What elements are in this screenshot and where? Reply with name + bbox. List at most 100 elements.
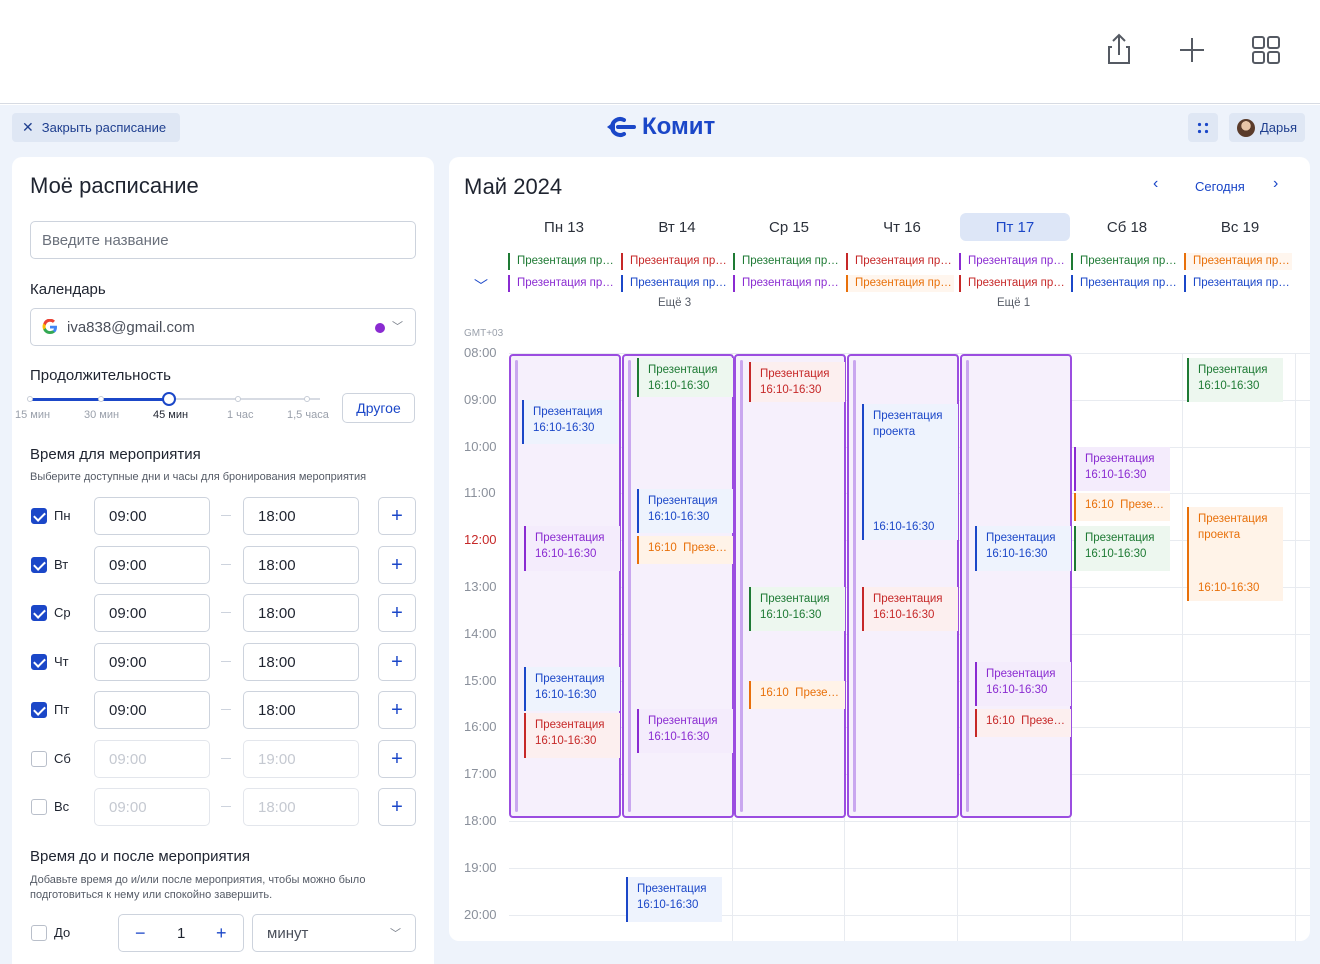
calendar-event[interactable]: Презентация 16:10-16:30: [1187, 357, 1283, 403]
time-to-input[interactable]: 18:00: [243, 691, 359, 729]
time-from-input[interactable]: 09:00: [94, 643, 210, 681]
day-checkbox[interactable]: [31, 654, 47, 670]
add-interval-button[interactable]: +: [378, 788, 416, 826]
day-header[interactable]: Сб 18: [1106, 218, 1148, 236]
time-to-input[interactable]: 18:00: [243, 594, 359, 632]
allday-event[interactable]: Презентация проекта: [508, 275, 616, 292]
calendar-event[interactable]: 16:10 Презентация: [749, 680, 845, 709]
calendar-event[interactable]: Презентация проекта 16:10-16:30: [862, 404, 958, 541]
name-input[interactable]: Введите название: [30, 221, 416, 259]
calendar-event[interactable]: Презентация 16:10-16:30: [524, 526, 620, 571]
calendar-event[interactable]: 16:10 Презентация: [975, 708, 1071, 737]
duration-tick[interactable]: [98, 396, 104, 402]
duration-option-selected[interactable]: 45 мин: [153, 409, 189, 421]
calendar-event[interactable]: Презентация 16:10-16:30: [626, 877, 722, 922]
allday-event[interactable]: Презентация проекта: [508, 253, 616, 270]
day-header[interactable]: Пн 13: [544, 218, 584, 236]
calendar-event[interactable]: 16:10 Презентация: [637, 535, 733, 564]
day-checkbox[interactable]: [31, 751, 47, 767]
day-checkbox[interactable]: [31, 508, 47, 524]
day-header[interactable]: Пт 17: [960, 213, 1070, 241]
time-from-input[interactable]: 09:00: [94, 497, 210, 535]
allday-event[interactable]: Презентация проекта: [1184, 275, 1292, 292]
time-from-input[interactable]: 09:00: [94, 691, 210, 729]
time-to-input[interactable]: 18:00: [243, 546, 359, 584]
grid-icon[interactable]: [1246, 30, 1286, 70]
calendar-event[interactable]: Презентация 16:10-16:30: [975, 526, 1071, 571]
duration-option[interactable]: 15 мин: [15, 409, 51, 421]
calendar-select[interactable]: iva838@gmail.com ﹀: [30, 308, 416, 346]
time-from-input[interactable]: 09:00: [94, 546, 210, 584]
calendar-event[interactable]: 16:10 Презентация: [1074, 493, 1170, 522]
minus-icon[interactable]: −: [135, 922, 146, 943]
more-events-link[interactable]: Ещё 3: [658, 297, 692, 309]
duration-tick[interactable]: [304, 396, 310, 402]
time-from-input[interactable]: 09:00: [94, 740, 210, 778]
day-checkbox[interactable]: [31, 605, 47, 621]
before-stepper[interactable]: − 1 +: [118, 914, 244, 952]
calendar-event[interactable]: Презентация 16:10-16:30: [524, 713, 620, 758]
apps-button[interactable]: [1188, 113, 1218, 142]
allday-event[interactable]: Презентация проекта: [733, 253, 841, 270]
calendar-event[interactable]: Презентация 16:10-16:30: [975, 661, 1071, 707]
calendar-event[interactable]: Презентация 16:10-16:30: [749, 587, 845, 632]
allday-event[interactable]: Презентация проекта: [846, 253, 954, 270]
time-to-input[interactable]: 18:00: [243, 788, 359, 826]
calendar-event[interactable]: Презентация 16:10-16:30: [524, 666, 620, 711]
chevron-right-icon[interactable]: ›: [1273, 175, 1279, 192]
collapse-allday-icon[interactable]: ﹀: [474, 278, 488, 294]
availability-block[interactable]: [960, 354, 1072, 818]
before-unit-select[interactable]: минут ﹀: [252, 914, 416, 952]
duration-option[interactable]: 30 мин: [84, 409, 120, 421]
allday-event[interactable]: Презентация проекта: [1071, 275, 1179, 292]
calendar-event[interactable]: Презентация 16:10-16:30: [637, 488, 733, 534]
today-button[interactable]: Сегодня: [1195, 179, 1245, 194]
duration-tick[interactable]: [235, 396, 241, 402]
user-menu-button[interactable]: Дарья: [1229, 113, 1306, 142]
calendar-event[interactable]: Презентация 16:10-16:30: [749, 362, 845, 403]
calendar-event[interactable]: Презентация 16:10-16:30: [1074, 446, 1170, 492]
allday-event[interactable]: Презентация проекта: [621, 275, 729, 292]
time-from-input[interactable]: 09:00: [94, 788, 210, 826]
availability-block[interactable]: [734, 354, 846, 818]
allday-event[interactable]: Презентация проекта: [1071, 253, 1179, 270]
allday-event[interactable]: Презентация проекта: [959, 253, 1067, 270]
chevron-left-icon[interactable]: ‹: [1153, 175, 1159, 192]
day-header[interactable]: Вт 14: [658, 218, 696, 236]
allday-event[interactable]: Презентация проекта: [1184, 253, 1292, 270]
duration-slider-knob[interactable]: [162, 392, 176, 406]
calendar-event[interactable]: Презентация 16:10-16:30: [1074, 526, 1170, 571]
before-checkbox[interactable]: [31, 925, 47, 941]
day-checkbox[interactable]: [31, 702, 47, 718]
day-checkbox[interactable]: [31, 557, 47, 573]
duration-tick[interactable]: [27, 396, 33, 402]
allday-event[interactable]: Презентация проекта: [733, 275, 841, 292]
add-interval-button[interactable]: +: [378, 643, 416, 681]
close-schedule-button[interactable]: ✕ Закрыть расписание: [12, 113, 181, 142]
share-icon[interactable]: [1099, 30, 1139, 70]
day-checkbox[interactable]: [31, 799, 47, 815]
calendar-event[interactable]: Презентация проекта 16:10-16:30: [1187, 507, 1283, 602]
add-interval-button[interactable]: +: [378, 691, 416, 729]
day-header[interactable]: Чт 16: [883, 218, 921, 236]
add-interval-button[interactable]: +: [378, 546, 416, 584]
time-from-input[interactable]: 09:00: [94, 594, 210, 632]
calendar-event[interactable]: Презентация 16:10-16:30: [637, 708, 733, 754]
calendar-event[interactable]: Презентация 16:10-16:30: [637, 357, 733, 398]
allday-event[interactable]: Презентация проекта: [846, 275, 954, 292]
other-duration-button[interactable]: Другое: [342, 393, 415, 423]
plus-icon[interactable]: +: [216, 922, 227, 943]
more-events-link[interactable]: Ещё 1: [997, 297, 1031, 309]
allday-event[interactable]: Презентация проекта: [621, 253, 729, 270]
duration-option[interactable]: 1,5 часа: [287, 409, 329, 421]
add-interval-button[interactable]: +: [378, 497, 416, 535]
allday-event[interactable]: Презентация проекта: [959, 275, 1067, 292]
plus-icon[interactable]: [1172, 30, 1212, 70]
day-header[interactable]: Вс 19: [1220, 218, 1260, 236]
time-to-input[interactable]: 18:00: [243, 497, 359, 535]
time-to-input[interactable]: 18:00: [243, 643, 359, 681]
day-header[interactable]: Ср 15: [768, 218, 810, 236]
add-interval-button[interactable]: +: [378, 594, 416, 632]
time-to-input[interactable]: 19:00: [243, 740, 359, 778]
calendar-event[interactable]: Презентация 16:10-16:30: [522, 399, 618, 445]
